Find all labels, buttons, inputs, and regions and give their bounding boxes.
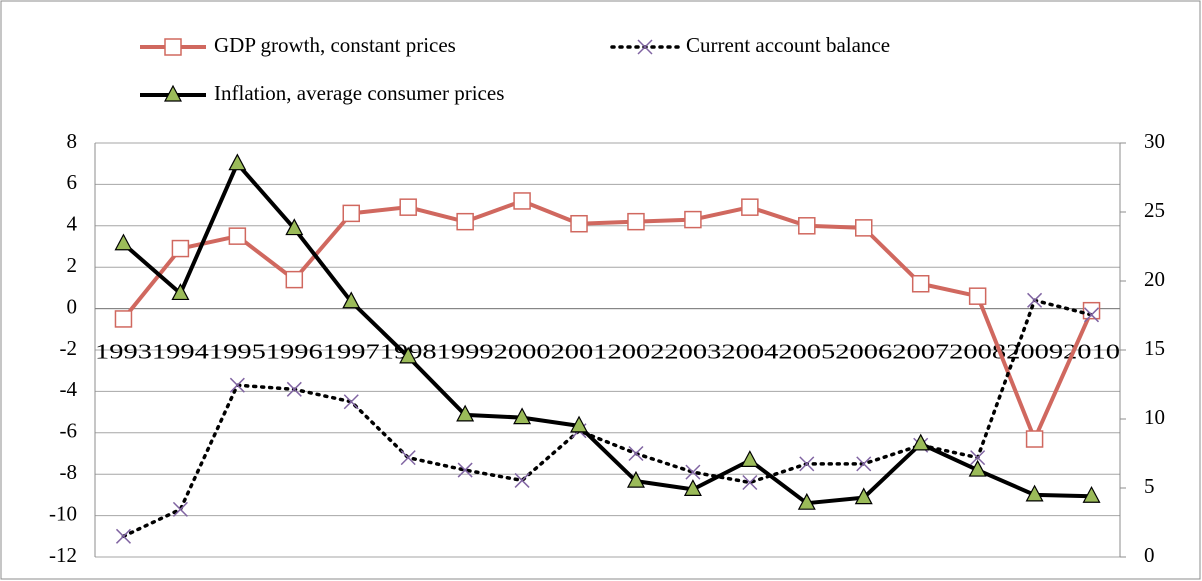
marker bbox=[627, 212, 645, 231]
marker bbox=[228, 227, 247, 245]
y2-tick-label: 0 bbox=[1144, 543, 1155, 567]
y2-tick-label: 15 bbox=[1144, 336, 1165, 360]
marker bbox=[911, 275, 930, 293]
marker bbox=[229, 377, 245, 393]
marker bbox=[1082, 486, 1101, 503]
x-tick-label: 2002 bbox=[608, 339, 665, 363]
marker bbox=[797, 492, 816, 510]
y-tick-label: -12 bbox=[49, 543, 77, 567]
x-tick-label: 2000 bbox=[494, 339, 551, 363]
marker bbox=[1025, 430, 1044, 448]
marker bbox=[1082, 301, 1101, 320]
y2-tick-label: 10 bbox=[1144, 405, 1165, 429]
x-tick-label: 1996 bbox=[266, 339, 323, 363]
y-tick-label: -10 bbox=[49, 501, 77, 525]
series-line bbox=[122, 161, 1092, 506]
marker bbox=[740, 450, 759, 467]
marker bbox=[513, 192, 531, 210]
x-tick-label: 1993 bbox=[95, 339, 152, 363]
x-tick-label: 2001 bbox=[551, 339, 608, 363]
marker bbox=[343, 394, 359, 410]
marker bbox=[286, 381, 302, 397]
marker bbox=[228, 153, 247, 171]
y-tick-label: -4 bbox=[60, 377, 78, 401]
x-tick-label: 2003 bbox=[664, 339, 721, 363]
series-line bbox=[121, 198, 1094, 442]
x-tick-label: 2005 bbox=[778, 339, 835, 363]
marker bbox=[570, 415, 589, 433]
legend-marker bbox=[637, 39, 653, 55]
y-tick-label: -2 bbox=[60, 336, 78, 360]
legend-marker bbox=[164, 84, 182, 102]
marker bbox=[456, 404, 475, 422]
marker bbox=[683, 479, 702, 496]
y-tick-label: 8 bbox=[67, 129, 78, 153]
marker bbox=[400, 450, 416, 466]
marker bbox=[685, 464, 701, 480]
y2-tick-label: 20 bbox=[1144, 267, 1165, 291]
marker bbox=[115, 528, 132, 544]
marker bbox=[457, 462, 473, 478]
x-tick-label: 2004 bbox=[721, 339, 779, 363]
marker bbox=[399, 346, 418, 364]
legend-marker bbox=[164, 38, 182, 56]
marker bbox=[798, 217, 816, 235]
marker bbox=[741, 198, 759, 216]
marker bbox=[970, 450, 986, 466]
x-tick-label: 2007 bbox=[892, 339, 949, 363]
x-tick-label: 1994 bbox=[152, 339, 210, 363]
marker bbox=[399, 198, 417, 216]
marker bbox=[456, 212, 474, 231]
marker bbox=[742, 474, 758, 491]
marker bbox=[1083, 307, 1100, 323]
y-tick-label: 4 bbox=[67, 212, 78, 236]
y-tick-label: -6 bbox=[60, 419, 78, 443]
y2-tick-label: 25 bbox=[1144, 198, 1165, 222]
marker bbox=[285, 270, 304, 289]
marker bbox=[514, 472, 530, 488]
marker bbox=[570, 214, 588, 233]
marker bbox=[342, 291, 361, 309]
marker bbox=[854, 487, 873, 505]
marker bbox=[171, 283, 190, 301]
marker bbox=[285, 218, 304, 236]
y-tick-label: 0 bbox=[67, 294, 78, 318]
marker bbox=[114, 233, 133, 251]
marker bbox=[1027, 292, 1043, 308]
marker bbox=[114, 310, 133, 328]
y-tick-label: 2 bbox=[67, 253, 78, 277]
marker bbox=[626, 470, 645, 488]
y2-tick-label: 30 bbox=[1144, 129, 1165, 153]
marker bbox=[172, 501, 188, 517]
marker bbox=[968, 459, 987, 477]
marker bbox=[513, 407, 532, 425]
marker bbox=[171, 239, 190, 258]
marker bbox=[342, 204, 360, 223]
marker bbox=[856, 456, 872, 472]
marker bbox=[855, 219, 873, 237]
x-tick-label: 1999 bbox=[437, 339, 494, 363]
marker bbox=[628, 445, 644, 462]
marker bbox=[911, 433, 930, 451]
x-tick-label: 1997 bbox=[323, 339, 380, 363]
x-tick-label: 2006 bbox=[835, 339, 892, 363]
y-tick-label: 6 bbox=[67, 170, 78, 194]
legend-label: Current account balance bbox=[686, 33, 890, 57]
y2-tick-label: 5 bbox=[1144, 474, 1155, 498]
legend-label: Inflation, average consumer prices bbox=[214, 81, 504, 105]
y-tick-label: -8 bbox=[60, 460, 78, 484]
x-tick-label: 1995 bbox=[209, 339, 266, 363]
marker bbox=[799, 456, 815, 472]
marker bbox=[684, 210, 702, 229]
marker bbox=[1025, 484, 1044, 502]
marker bbox=[968, 287, 987, 305]
legend-label: GDP growth, constant prices bbox=[214, 33, 456, 57]
